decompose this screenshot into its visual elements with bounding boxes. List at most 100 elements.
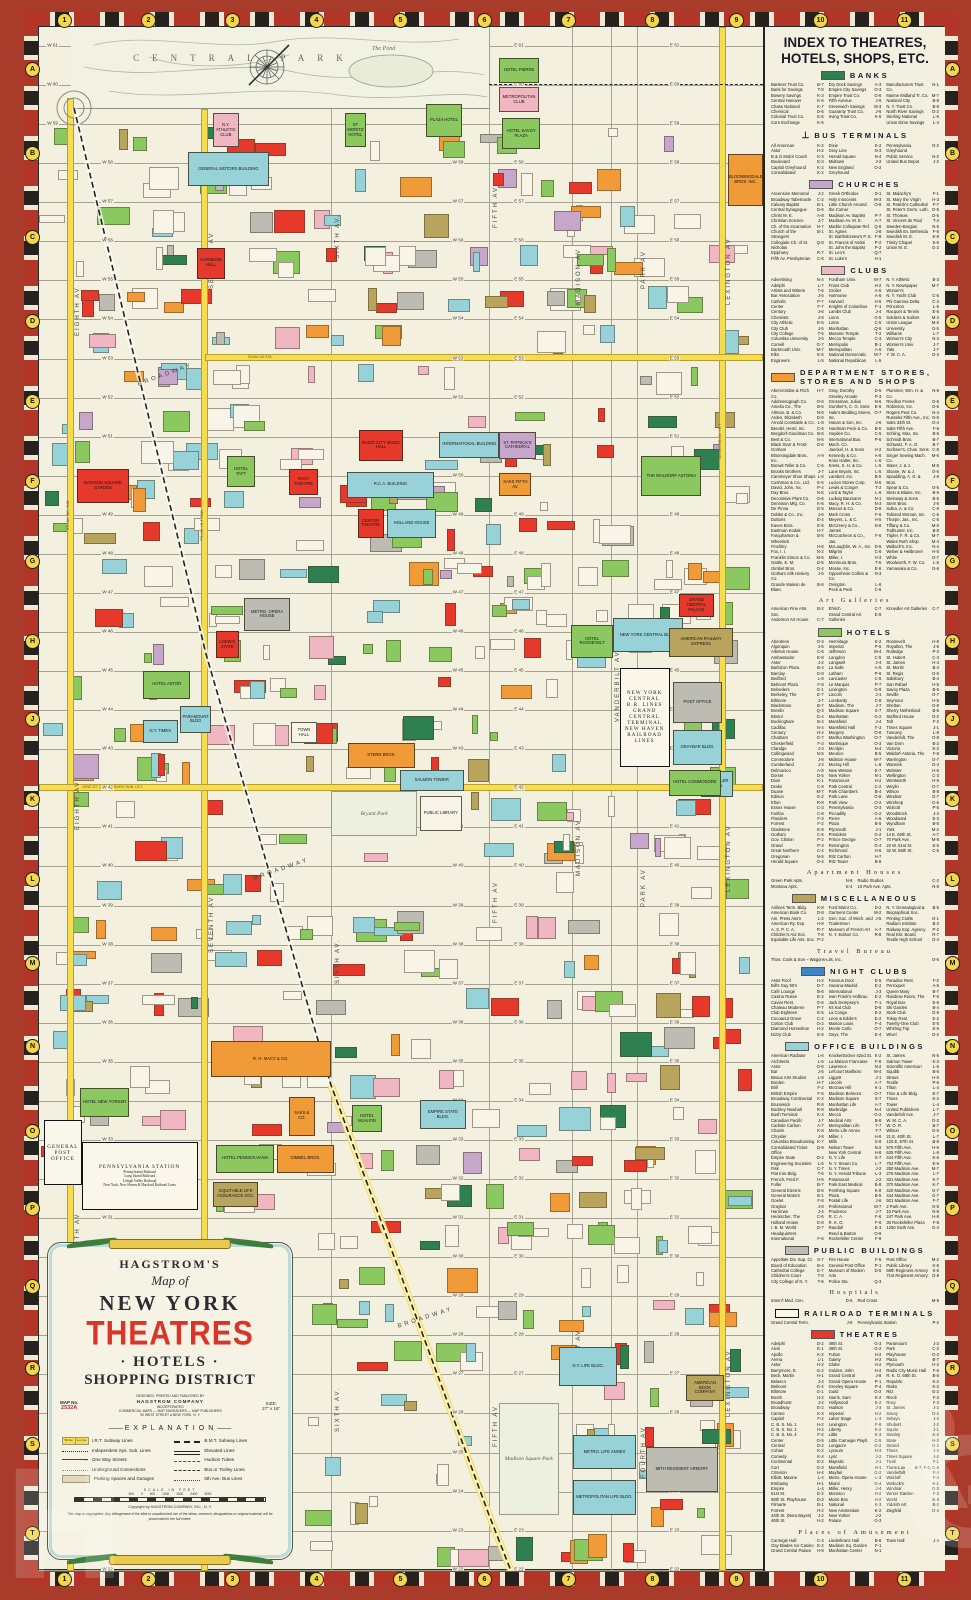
building-block <box>339 1236 358 1249</box>
index-entry: Mecca Temple C-3 <box>828 336 882 342</box>
building-block <box>554 210 581 232</box>
index-entry: Mecca G-2 <box>828 1112 882 1118</box>
building-block <box>279 834 308 844</box>
building-block <box>102 559 127 575</box>
street-label-39-0: W 39 <box>101 901 114 908</box>
building-block <box>439 1070 455 1089</box>
frame-letter-left-G: G <box>25 554 40 569</box>
frame-number-bottom-7: 7 <box>561 1572 576 1587</box>
index-entry: Hanan & Son, Inc. J-6 <box>828 420 882 426</box>
building-block <box>547 999 563 1020</box>
index-entry: Blackstone B-7 <box>771 703 824 709</box>
building-block <box>700 1535 733 1555</box>
legend-sample-parking <box>61 1474 90 1483</box>
index-entry: Boulevard E-3 <box>771 159 824 165</box>
building-block <box>88 333 117 349</box>
swatch-nightclubs <box>801 967 826 977</box>
street-label-60-1: E 60 <box>513 81 525 87</box>
index-entry: Woolworth, F. W. Co. L-5 <box>886 560 939 566</box>
index-entry: Diamond Horseshoe H-2 <box>771 1026 824 1032</box>
index-entry: Marcus & Co. D-6 <box>828 506 882 512</box>
index-entry: Whirling Top E-5 <box>886 1026 939 1032</box>
frame-letter-right-H: H <box>945 634 960 649</box>
street-label-58-2: E 58 <box>513 159 525 166</box>
index-entry: Irving Trust Co. K-6 <box>828 114 882 120</box>
index-entry: Longacre G-2 <box>828 1443 882 1449</box>
street-label-36-0: W 36 <box>101 1019 114 1025</box>
building-block <box>126 291 146 302</box>
cartouche-theatres: THEATRES <box>86 1314 254 1353</box>
index-entry: New England Greyhound O-2 <box>828 164 882 175</box>
building-block <box>475 927 502 942</box>
index-entry: Rivoli F-3 <box>886 1394 939 1400</box>
index-entry: Corn Exchange K-6 <box>771 119 824 125</box>
index-entry: Astor Roof H-2 <box>771 978 824 984</box>
building-block <box>692 996 710 1018</box>
index-entry: Liberty K-2 <box>828 1426 882 1432</box>
index-entry: Windsor D-7 <box>886 794 939 800</box>
index-entry: Morosco H-2 <box>828 1491 882 1497</box>
building-block <box>616 1264 629 1283</box>
index-section-title: BANKS <box>849 71 890 81</box>
building-r-c-a-building: R.C.A. BUILDING <box>347 471 434 498</box>
index-entry: McCutcheon & Co., Jas. F-6 <box>828 533 882 544</box>
index-entry: National Republican L-5 <box>828 357 882 363</box>
index-entry: Finchley H-6 <box>771 544 824 550</box>
station-0: NEW YORK CENTRAL R.R. LINES GRAND CENTRAL… <box>619 667 670 767</box>
index-entry: Sloane, W. & J. O-6 <box>886 468 939 474</box>
index-entry: Tripler, F. R. & Co. M-7 <box>886 533 939 539</box>
index-section-title: CLUBS <box>850 266 889 276</box>
index-entry: Palace G-3 <box>828 1518 882 1524</box>
avenue-label-0: MADISON AV <box>575 248 582 305</box>
street-label-24-1: W 24 <box>451 1487 465 1494</box>
index-entry: Schmidt Bros. B-7 <box>886 436 939 442</box>
index-entry: Bill's Gay 90's D-7 <box>771 983 824 989</box>
building-block <box>39 214 66 224</box>
building-block <box>155 246 163 271</box>
legend-label: Parking Spaces and Garages <box>93 1476 154 1482</box>
index-section-entries-bus-terminals: All American K-2 Astor H-2 B & O Motor Coach… <box>771 143 939 175</box>
building-block <box>733 245 748 255</box>
index-entry: Ritz Carlton H-7 <box>828 853 882 859</box>
building-st-patrick-s-cathedral: ST. PATRICK'S CATHEDRAL <box>499 431 536 460</box>
index-entry: Mills S-8 <box>828 1139 882 1145</box>
index-entry: All American K-2 <box>771 143 824 149</box>
street-label-56-1: W 56 <box>451 237 465 244</box>
index-entry: Artists and Writers T-6 <box>771 287 824 293</box>
index-entry: Friars Club H-2 <box>828 282 882 288</box>
index-entry: Commodore J-8 <box>771 756 824 762</box>
building-block <box>490 998 519 1016</box>
frame-number-bottom-11: 11 <box>897 1572 912 1587</box>
index-entry: Madison Av. Baptist P-7 <box>828 212 882 218</box>
street-label-40-1: W 40 <box>451 862 465 869</box>
index-entry: 30 Rockefeller Plaza F-8 <box>886 1219 939 1225</box>
index-entry: Savoy Plaza B-6 <box>886 686 939 692</box>
index-entry: Rockefeller Center F-8 <box>828 1235 882 1241</box>
building-american-railway-express: AMERICAN RAILWAY EXPRESS <box>668 627 734 657</box>
index-entry: Rutledge P-3 <box>886 649 939 655</box>
building-block <box>119 129 129 150</box>
index-entry: Yale J-7 <box>886 347 939 353</box>
building-block <box>97 206 130 226</box>
index-section-title: Places of Amusement <box>798 1528 912 1536</box>
index-entry: Gray Line N-3 <box>828 148 882 154</box>
street-label-44-2: E 44 <box>513 706 525 713</box>
building-block <box>307 566 339 584</box>
index-entry: Yiddish Art B-2 <box>886 1502 939 1508</box>
building-block <box>352 916 375 934</box>
index-entry: Union Dime Savings L-4 <box>886 119 939 125</box>
frame-letter-left-S: S <box>25 1437 40 1452</box>
building-block <box>390 1033 400 1057</box>
index-entry: 275 Madison Ave. L-7 <box>886 1171 939 1177</box>
index-entry: Knickerbocker 42nd St. K-2 <box>828 1053 882 1059</box>
index-entry: Empire L-4 <box>771 1486 824 1492</box>
building-block <box>225 921 253 936</box>
index-section-entries-art-galleries: American Fine Arts Soc. B-2 Anderson Art H… <box>771 606 939 622</box>
building-block <box>666 286 690 304</box>
index-entry: Weylin D-7 <box>886 783 939 789</box>
building-block <box>529 1082 551 1095</box>
index-entry: Twenty-One Club E-5 <box>886 1021 939 1027</box>
index-entry: Criterion H-4 <box>771 1469 824 1475</box>
index-section-header-places-of-amusement: Places of Amusement <box>771 1529 939 1536</box>
building-hotel-roosevelt: HOTEL ROOSEVELT <box>571 624 614 659</box>
